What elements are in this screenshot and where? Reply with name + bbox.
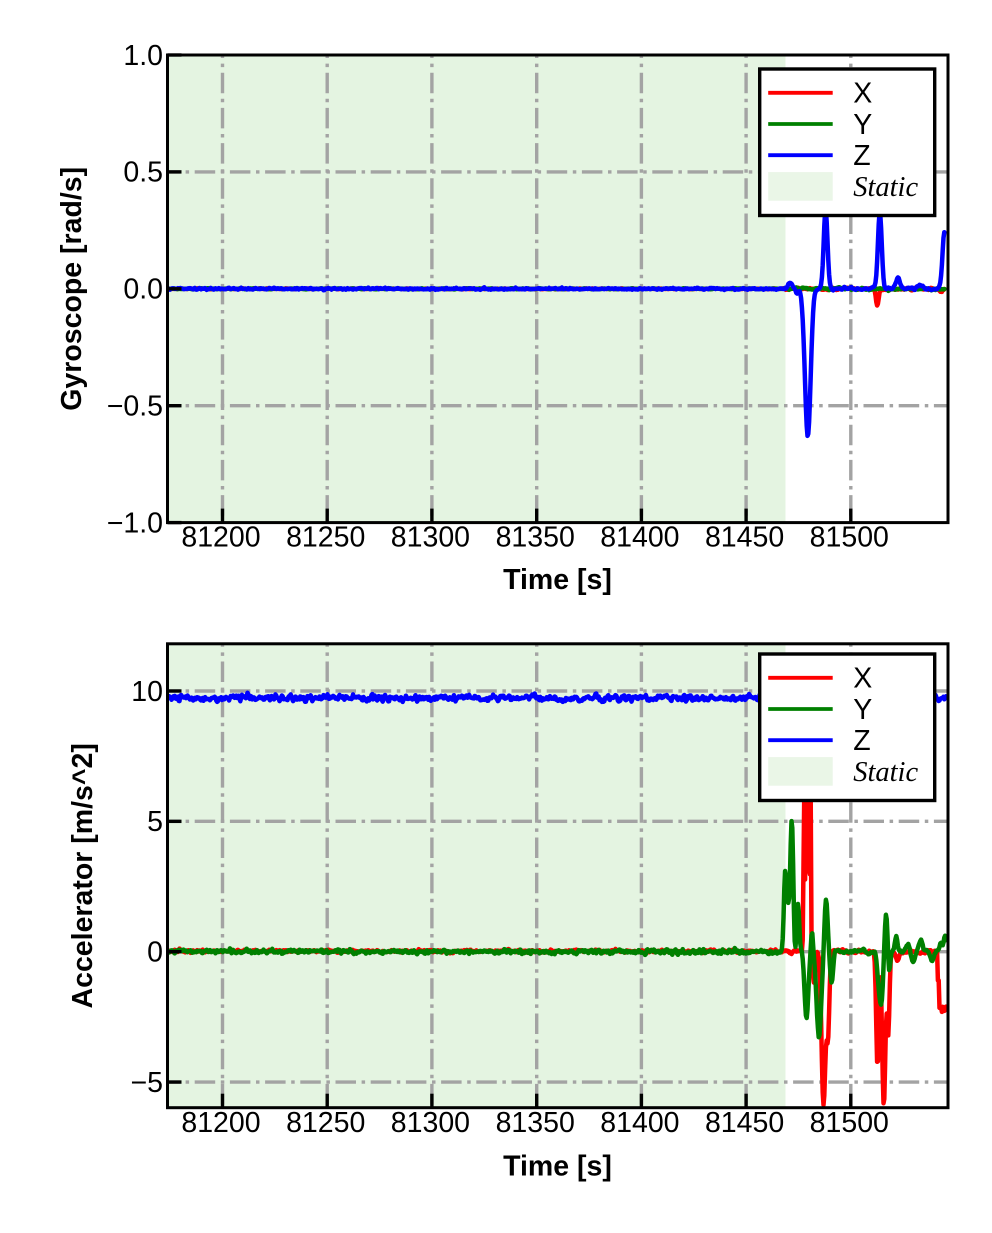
svg-text:81400: 81400 <box>600 521 679 553</box>
svg-text:Z: Z <box>853 725 870 757</box>
svg-text:81200: 81200 <box>181 1107 260 1139</box>
svg-text:81500: 81500 <box>810 1107 889 1139</box>
svg-text:81250: 81250 <box>286 1107 365 1139</box>
svg-text:0: 0 <box>147 937 163 969</box>
svg-text:Static: Static <box>853 172 918 203</box>
svg-text:81350: 81350 <box>496 1107 575 1139</box>
svg-text:81500: 81500 <box>810 521 889 553</box>
svg-text:−5: −5 <box>131 1067 164 1099</box>
svg-text:X: X <box>853 78 872 110</box>
svg-text:X: X <box>853 663 872 695</box>
svg-text:Gyroscope [rad/s]: Gyroscope [rad/s] <box>56 167 88 411</box>
svg-text:81300: 81300 <box>391 521 470 553</box>
svg-text:81200: 81200 <box>181 521 260 553</box>
svg-text:81450: 81450 <box>705 1107 784 1139</box>
svg-text:−1.0: −1.0 <box>107 507 163 539</box>
svg-text:Time [s]: Time [s] <box>503 564 612 596</box>
svg-text:Time [s]: Time [s] <box>503 1151 612 1183</box>
svg-text:81250: 81250 <box>286 521 365 553</box>
svg-text:1.0: 1.0 <box>123 40 163 72</box>
svg-text:Accelerator [m/s^2]: Accelerator [m/s^2] <box>67 743 99 1008</box>
svg-text:81450: 81450 <box>705 521 784 553</box>
svg-text:Static: Static <box>853 757 918 788</box>
svg-text:10: 10 <box>131 676 163 708</box>
svg-text:5: 5 <box>147 806 163 838</box>
svg-text:81300: 81300 <box>391 1107 470 1139</box>
svg-text:0.0: 0.0 <box>123 274 163 306</box>
svg-text:Y: Y <box>853 694 872 726</box>
svg-text:81350: 81350 <box>496 521 575 553</box>
svg-text:−0.5: −0.5 <box>107 391 163 423</box>
svg-text:0.5: 0.5 <box>123 157 163 189</box>
svg-text:81400: 81400 <box>600 1107 679 1139</box>
svg-text:Y: Y <box>853 109 872 141</box>
svg-text:Z: Z <box>853 140 870 172</box>
